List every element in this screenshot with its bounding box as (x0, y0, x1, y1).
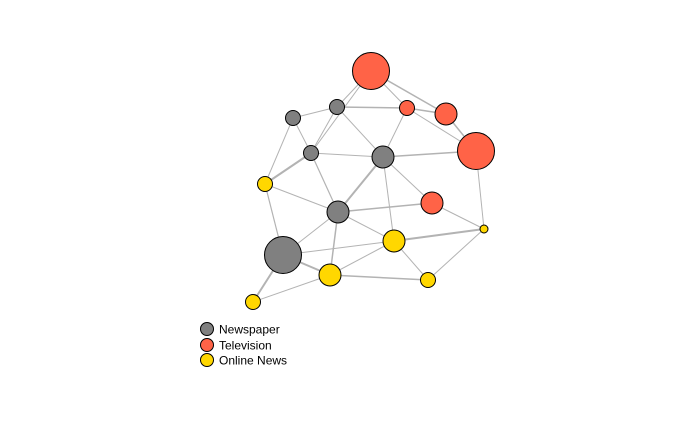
edge-n8-n13 (382, 156, 395, 242)
legend-item-television: Television (200, 338, 272, 353)
edge-n15-n13 (329, 240, 395, 276)
node-online-n17 (245, 294, 261, 310)
node-newspaper-n11 (326, 200, 350, 224)
edge-n7-n8 (310, 152, 384, 158)
edge-n5-n7 (310, 106, 338, 154)
node-newspaper-n7 (303, 145, 319, 161)
legend-marker-online-news (200, 353, 214, 367)
legend-label-television: Television (219, 339, 272, 353)
legend-marker-newspaper (200, 322, 214, 336)
nodes-layer (245, 52, 495, 310)
node-online-n12 (479, 224, 489, 234)
node-newspaper-n5 (329, 99, 345, 115)
node-online-n15 (318, 263, 342, 287)
edge-n8-n11 (337, 156, 384, 213)
edge-n15-n17 (252, 274, 331, 303)
node-television-n1 (352, 52, 390, 90)
node-television-n6 (457, 132, 495, 170)
node-newspaper-n8 (371, 145, 395, 169)
edge-n11-n10 (337, 202, 433, 213)
node-online-n13 (382, 229, 406, 253)
edge-n15-n16 (329, 274, 429, 281)
edge-n7-n9 (264, 152, 312, 185)
legend-item-newspaper: Newspaper (200, 322, 280, 337)
node-newspaper-n14 (264, 236, 302, 274)
edge-n2-n9 (264, 117, 294, 185)
legend-marker-television (200, 338, 214, 352)
legend: Newspaper Television Online News (200, 322, 287, 368)
node-newspaper-n2 (285, 110, 301, 126)
edge-n13-n12 (393, 228, 485, 242)
legend-label-online-news: Online News (219, 354, 287, 368)
node-television-n3 (399, 100, 415, 116)
node-television-n4 (434, 102, 458, 126)
legend-label-newspaper: Newspaper (219, 323, 280, 337)
edge-n5-n3 (336, 106, 408, 109)
node-online-n9 (257, 176, 273, 192)
node-online-n16 (420, 272, 436, 288)
node-television-n10 (420, 191, 444, 215)
edge-n9-n11 (264, 183, 339, 213)
legend-item-online-news: Online News (200, 353, 287, 368)
edge-n16-n12 (427, 228, 485, 281)
